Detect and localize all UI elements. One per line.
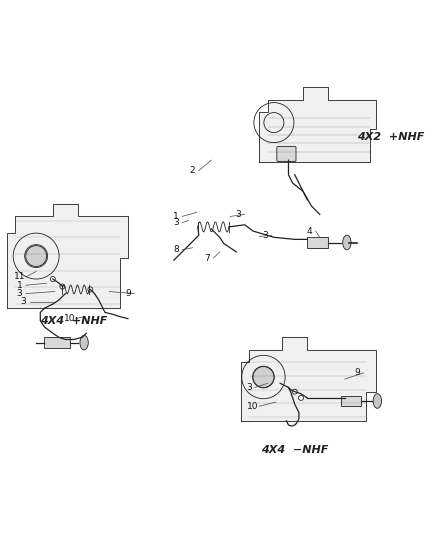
Text: 9: 9 [353,368,359,377]
Text: 3: 3 [245,383,251,392]
Bar [340,396,360,406]
Bar [44,337,69,348]
Text: 3: 3 [21,297,26,306]
Ellipse shape [342,235,350,250]
Bar [307,237,327,248]
Text: 4X4  +NHF: 4X4 +NHF [40,316,107,326]
Ellipse shape [372,394,381,408]
Text: 2: 2 [189,166,195,175]
Circle shape [60,284,65,289]
Text: 3: 3 [173,218,178,227]
Circle shape [26,246,46,266]
Polygon shape [7,204,127,308]
Text: 3: 3 [235,210,241,219]
Text: 9: 9 [125,289,131,298]
Text: 10: 10 [64,314,75,323]
Circle shape [292,389,297,394]
Polygon shape [240,337,375,421]
Text: 3: 3 [262,231,268,240]
Text: 7: 7 [204,254,209,263]
Ellipse shape [80,335,88,350]
Text: 1: 1 [17,281,22,290]
Text: 4X2  +NHF: 4X2 +NHF [357,132,424,142]
Circle shape [88,287,93,292]
FancyBboxPatch shape [276,147,295,161]
Text: 10: 10 [247,402,258,411]
Polygon shape [259,87,375,162]
Text: 4: 4 [306,227,311,236]
Circle shape [298,395,303,400]
Text: 11: 11 [14,272,25,281]
Text: 8: 8 [173,245,178,254]
Circle shape [50,277,55,281]
Text: 4X4  −NHF: 4X4 −NHF [261,445,328,455]
Circle shape [252,367,273,387]
Text: 1: 1 [173,212,178,221]
Text: 3: 3 [17,289,22,298]
